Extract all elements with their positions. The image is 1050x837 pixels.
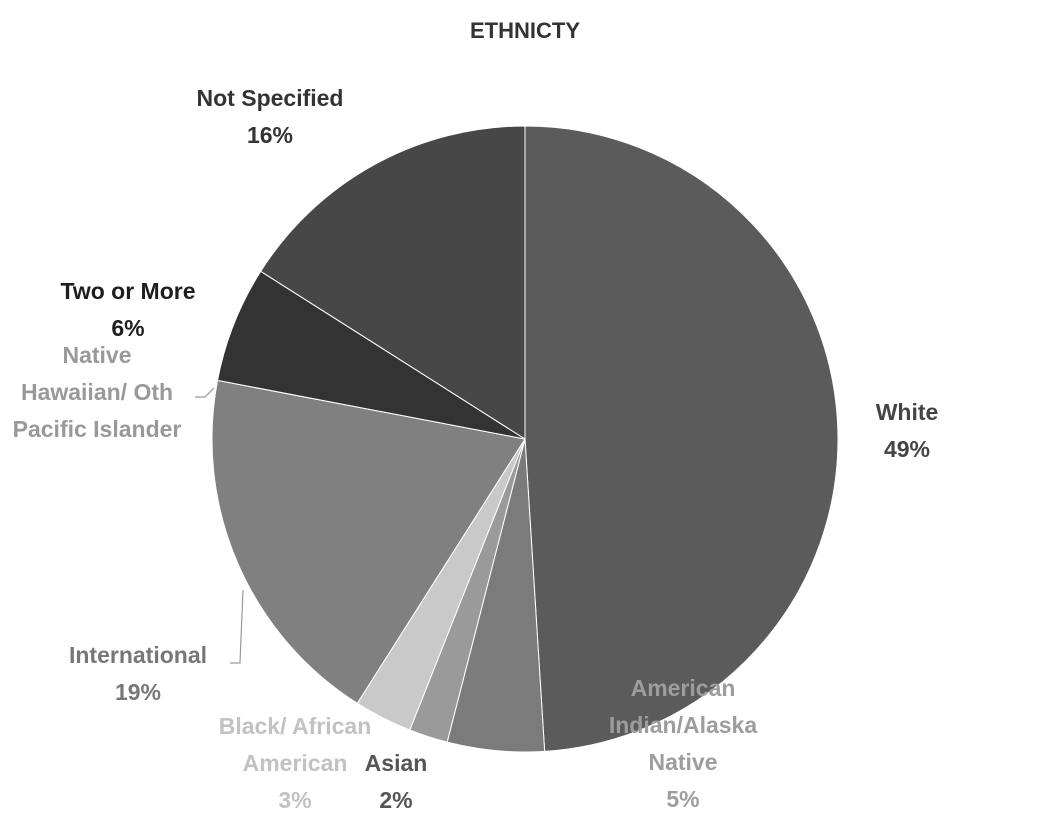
slice-label: White (875, 399, 939, 425)
pie-slice (260, 125, 526, 440)
slice-percent: 2% (379, 787, 413, 813)
slice-label: Native Hawaiian/ Oth Pacific Islander (12, 342, 182, 442)
leader-line (230, 589, 244, 664)
slice-percent: 49% (883, 436, 931, 462)
leader-line (195, 387, 215, 398)
slice-label: Asian (364, 750, 428, 776)
pie-slice (524, 125, 839, 752)
pie-slice (211, 379, 526, 704)
slice-label: Not Specified (196, 85, 344, 111)
slice-label: Two or More (60, 278, 196, 304)
slice-percent: 3% (278, 787, 312, 813)
pie-slice (216, 270, 526, 440)
slice-percent: 19% (114, 679, 162, 705)
slice-percent: 6% (111, 315, 145, 341)
slice-label: American Indian/Alaska Native (608, 675, 758, 775)
slice-percent: 16% (246, 122, 294, 148)
slice-percent: 5% (666, 786, 700, 812)
slice-label: Black/ African American (218, 713, 372, 776)
slice-label: International (68, 642, 207, 668)
chart-title: ETHNICTY (470, 18, 580, 43)
